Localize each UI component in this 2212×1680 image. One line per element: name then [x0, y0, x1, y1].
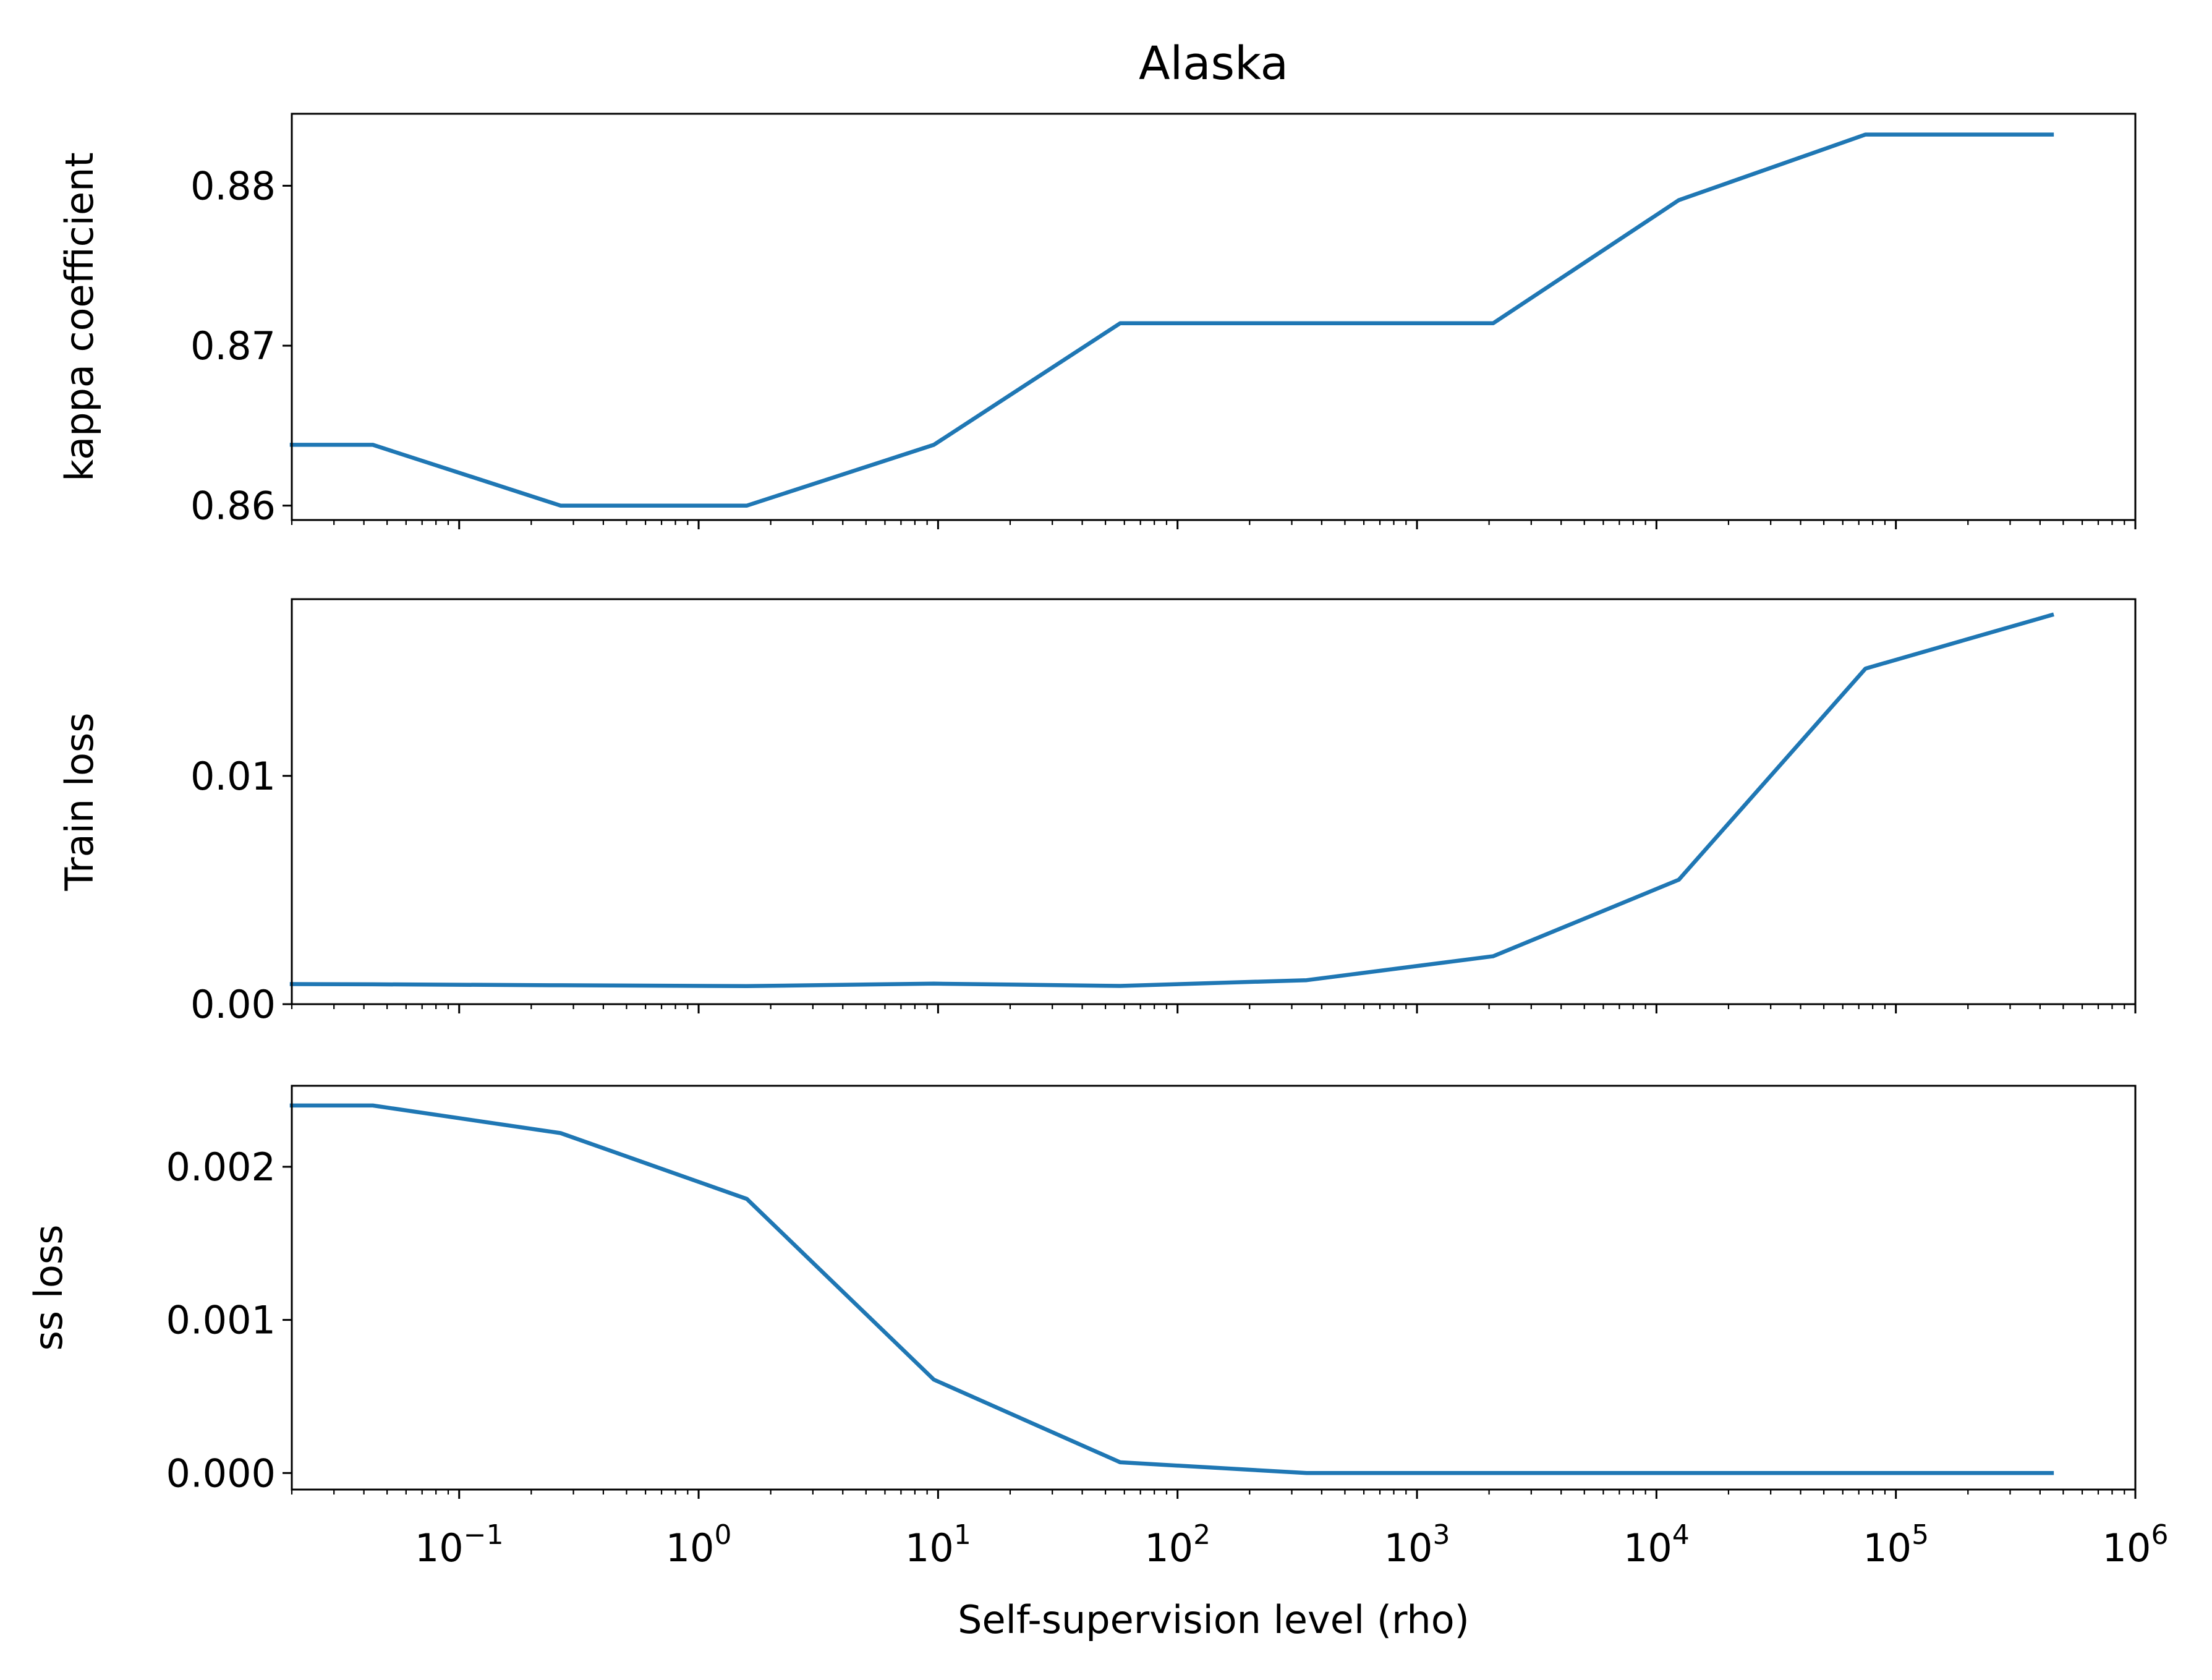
axes-frame	[291, 113, 2137, 521]
y-tick-label: 0.002	[166, 1145, 276, 1190]
x-tick-label: 101	[905, 1519, 971, 1571]
y-tick-label: 0.87	[190, 323, 276, 369]
y-tick-label: 0.88	[190, 163, 276, 208]
y-tick-label: 0.001	[166, 1298, 276, 1343]
y-tick-label: 0.00	[190, 982, 276, 1027]
axes-frame	[291, 598, 2137, 1005]
subplot-1: 0.86 0.87 0.88 kappa coefficient	[57, 113, 2137, 529]
y-axis-label: kappa coefficient	[57, 152, 102, 481]
x-tick-label: 105	[1863, 1519, 1929, 1571]
x-tick-label: 100	[666, 1519, 732, 1571]
y-tick-label: 0.000	[166, 1451, 276, 1496]
series-line-1	[289, 132, 2054, 508]
axes-frame	[291, 1085, 2137, 1491]
x-tick-label: 103	[1384, 1519, 1450, 1571]
series-line-2	[289, 612, 2054, 989]
y-axis-label: ss loss	[26, 1224, 71, 1350]
series-line-3	[289, 1103, 2054, 1475]
x-tick-label: 106	[2103, 1519, 2169, 1571]
chart-title: Alaska	[1139, 37, 1288, 90]
x-tick-label: 10−1	[415, 1519, 504, 1571]
x-tick-label: 104	[1623, 1519, 1690, 1571]
subplot-3: 0.000 0.001 0.002 ss loss	[26, 1085, 2137, 1499]
subplot-2: 0.00 0.01 Train loss	[57, 598, 2137, 1027]
x-axis-label: Self-supervision level (rho)	[958, 1597, 1470, 1642]
y-axis-label: Train loss	[57, 712, 102, 891]
y-tick-label: 0.01	[190, 754, 276, 799]
y-tick-label: 0.86	[190, 484, 276, 529]
x-tick-label: 102	[1144, 1519, 1210, 1571]
